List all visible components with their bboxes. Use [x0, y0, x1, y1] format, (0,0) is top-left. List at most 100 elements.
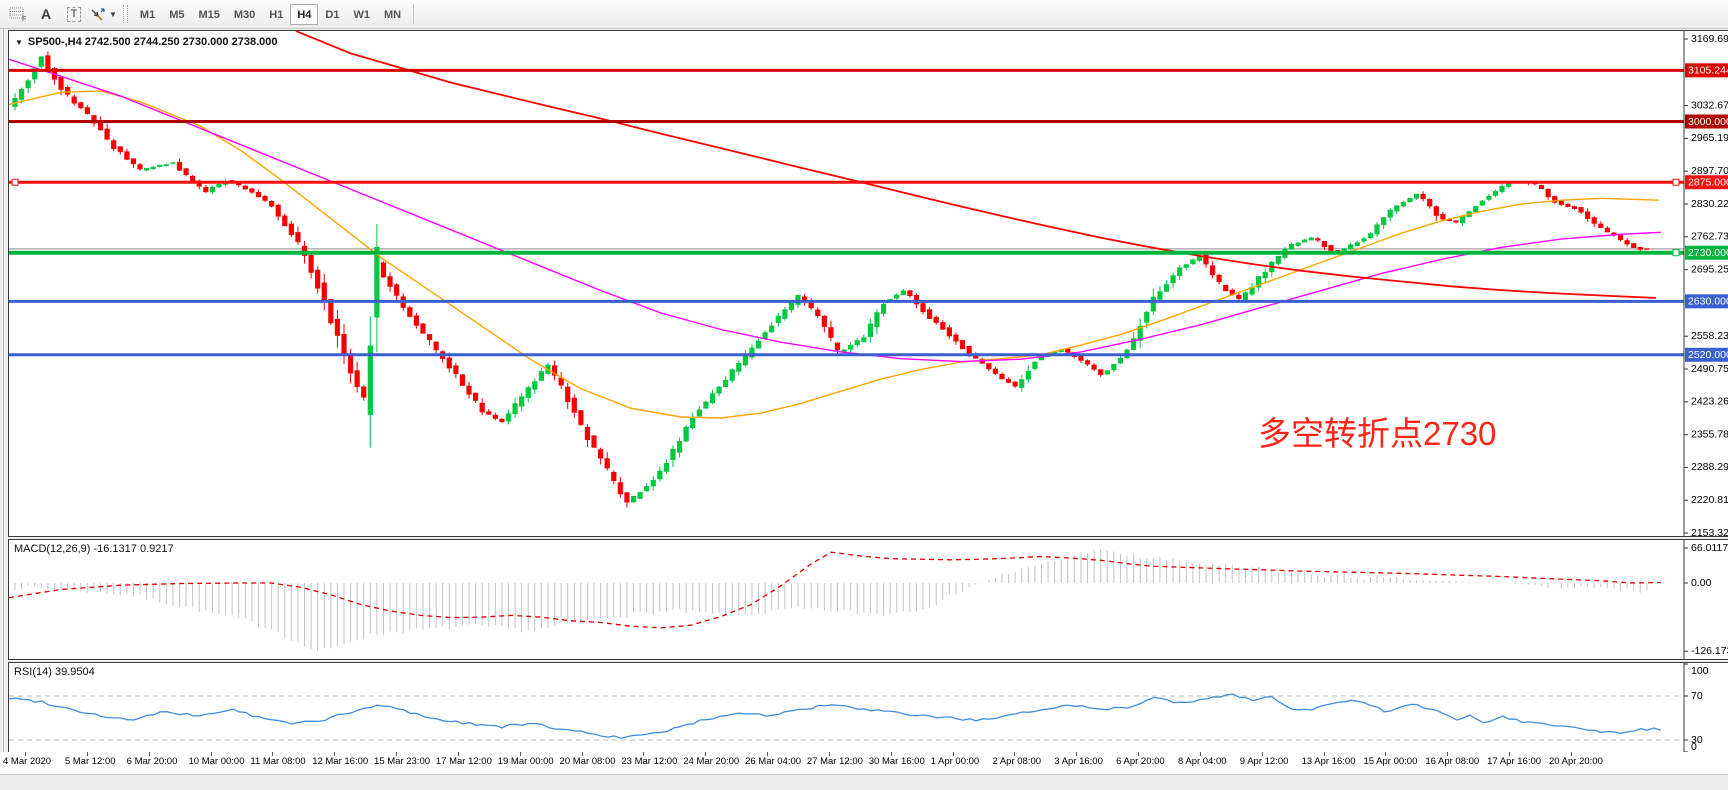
- price-level-badge-label: 3105.244: [1688, 65, 1728, 77]
- time-axis-label: 6 Apr 20:00: [1116, 756, 1165, 767]
- rsi-indicator-panel: 100 70 30 0 RSI(14) 39.9504: [8, 662, 1728, 754]
- timeframe-h1-button[interactable]: H1: [262, 4, 290, 25]
- window-left-border: [0, 29, 8, 774]
- mid-ma-magenta: [9, 58, 1662, 363]
- time-axis-tick: [272, 752, 274, 756]
- timeframe-h4-button[interactable]: H4: [290, 3, 319, 25]
- time-axis-tick: [890, 752, 892, 756]
- hline-handle: [1672, 249, 1680, 257]
- time-axis-tick: [1138, 752, 1140, 756]
- chart-text-annotation[interactable]: 多空转折点2730: [1258, 415, 1497, 452]
- time-axis-tick: [1571, 752, 1572, 756]
- time-axis-label: 11 Mar 08:00: [250, 756, 306, 767]
- time-axis-tick: [828, 752, 830, 756]
- price-level-badge-label: 2520.000: [1688, 349, 1728, 361]
- price-tick-label: 3169.690: [1691, 33, 1728, 45]
- price-tick-label: 2830.220: [1691, 198, 1728, 210]
- letter-a-icon: A: [40, 6, 52, 22]
- toolbar-grip[interactable]: [122, 5, 128, 23]
- time-axis-tick: [643, 752, 645, 756]
- price-tick-label: 2762.735: [1691, 231, 1728, 243]
- price-tick-label: 3032.675: [1691, 99, 1728, 111]
- window-bottom-border: [0, 774, 1728, 790]
- time-axis-label: 16 Apr 08:00: [1425, 756, 1480, 767]
- time-axis-tick: [581, 752, 583, 756]
- timeframe-w1-button[interactable]: W1: [346, 4, 377, 25]
- price-tick-label: 2288.295: [1691, 461, 1728, 473]
- time-axis-tick: [705, 752, 707, 756]
- rsi-line: [9, 693, 1662, 739]
- fibonacci-grid-tool-button[interactable]: F: [4, 2, 32, 26]
- price-tick-label: 2423.265: [1691, 396, 1728, 408]
- rsi-label: RSI(14) 39.9504: [14, 666, 95, 678]
- time-axis-tick: [25, 752, 26, 756]
- slow-ma-red: [295, 31, 1657, 299]
- rsi-canvas[interactable]: 100 70 300: [9, 663, 1728, 753]
- time-axis-label: 9 Apr 12:00: [1239, 756, 1289, 767]
- price-level-badge-label: 2730.000: [1688, 247, 1728, 259]
- time-axis-label: 26 Mar 04:00: [745, 756, 802, 767]
- time-axis-tick: [952, 752, 954, 756]
- macd-histogram: [14, 549, 1648, 652]
- time-axis-label: 2 Apr 08:00: [992, 756, 1042, 767]
- price-level-badge-label: 2875.000: [1688, 177, 1728, 189]
- time-axis-label: 8 Apr 04:00: [1177, 756, 1227, 767]
- time-axis-label: 20 Mar 08:00: [559, 756, 616, 767]
- macd-tick-label: 66.0117: [1691, 542, 1728, 554]
- text-label-tool-button[interactable]: A: [32, 2, 60, 26]
- chart-dropdown-icon[interactable]: ▼: [15, 37, 23, 47]
- arrows-tool-button[interactable]: ▼: [88, 2, 118, 26]
- time-axis-tick: [396, 752, 398, 756]
- price-level-badge-label: 3000.000: [1688, 116, 1728, 128]
- time-axis-tick: [1199, 752, 1201, 756]
- time-axis-label: 5 Mar 12:00: [64, 756, 116, 767]
- timeframe-d1-button[interactable]: D1: [318, 4, 346, 25]
- time-axis-tick: [86, 752, 88, 756]
- macd-indicator-panel: 66.0117 0.00 -126.173 MACD(12,26,9) -16.13…: [8, 539, 1728, 660]
- time-axis-tick: [210, 752, 212, 756]
- time-axis-label: 3 Apr 16:00: [1054, 756, 1103, 767]
- timeframe-m15-button[interactable]: M15: [191, 4, 226, 25]
- time-axis-tick: [1261, 752, 1263, 756]
- time-axis-label: 19 Mar 00:00: [497, 756, 554, 767]
- rsi-tick-label: 0: [1691, 741, 1697, 753]
- time-axis-tick: [1385, 752, 1387, 756]
- main-chart-panel: 3169.690 3032.675 2965.190 2897.705 2830.220…: [8, 30, 1728, 537]
- price-level-badge: [1685, 63, 1728, 78]
- time-axis-tick: [334, 752, 336, 756]
- price-tick-label: 2558.235: [1691, 330, 1728, 342]
- time-axis-label: 6 Mar 20:00: [126, 756, 178, 767]
- time-axis-tick: [1076, 752, 1078, 756]
- time-axis-label: 10 Mar 00:00: [188, 756, 245, 767]
- price-level-badge: [1685, 245, 1728, 260]
- grid-icon: F: [9, 7, 26, 22]
- time-axis-tick: [1014, 752, 1016, 756]
- svg-text:F: F: [22, 16, 26, 22]
- price-tick-label: 2153.325: [1691, 527, 1728, 536]
- time-axis-label: 15 Mar 23:00: [374, 756, 431, 767]
- time-axis-tick: [457, 752, 459, 756]
- chart-title-text: SP500-,H4 2742.500 2744.250 2730.000 273…: [27, 36, 278, 48]
- time-axis-tick: [1323, 752, 1325, 756]
- price-tick-label: 2897.705: [1691, 165, 1728, 177]
- time-axis-label: 17 Apr 16:00: [1487, 756, 1542, 767]
- time-axis-tick: [519, 752, 521, 756]
- timeframe-m30-button[interactable]: M30: [227, 4, 262, 25]
- time-axis[interactable]: 4 Mar 2020 5 Mar 12:00 6 Mar 20:00 10 Mar 0…: [0, 752, 1728, 774]
- macd-tick-label: 0.00: [1691, 577, 1712, 589]
- arrows-icon: [91, 7, 105, 20]
- toolbar: F A T ▼ M1 M5 M15 M30 H1 H4 D1 W1 MN: [0, 0, 1728, 29]
- text-box-tool-button[interactable]: T: [60, 2, 88, 26]
- price-tick-label: 2220.810: [1691, 494, 1728, 506]
- timeframe-m1-button[interactable]: M1: [133, 4, 162, 25]
- time-axis-tick: [767, 752, 769, 756]
- timeframe-mn-button[interactable]: MN: [377, 4, 408, 25]
- hline-handle: [1672, 178, 1680, 186]
- price-chart-canvas[interactable]: 3169.690 3032.675 2965.190 2897.705 2830.220…: [9, 31, 1728, 536]
- timeframe-m5-button[interactable]: M5: [162, 4, 191, 25]
- macd-canvas[interactable]: 66.0117 0.00 -126.173: [9, 540, 1728, 659]
- time-axis-label: 27 Mar 12:00: [806, 756, 863, 767]
- rsi-tick-label: 30: [1691, 734, 1703, 746]
- price-tick-label: 2695.250: [1691, 263, 1728, 275]
- chart-title: ▼ SP500-,H4 2742.500 2744.250 2730.000 2…: [15, 36, 277, 48]
